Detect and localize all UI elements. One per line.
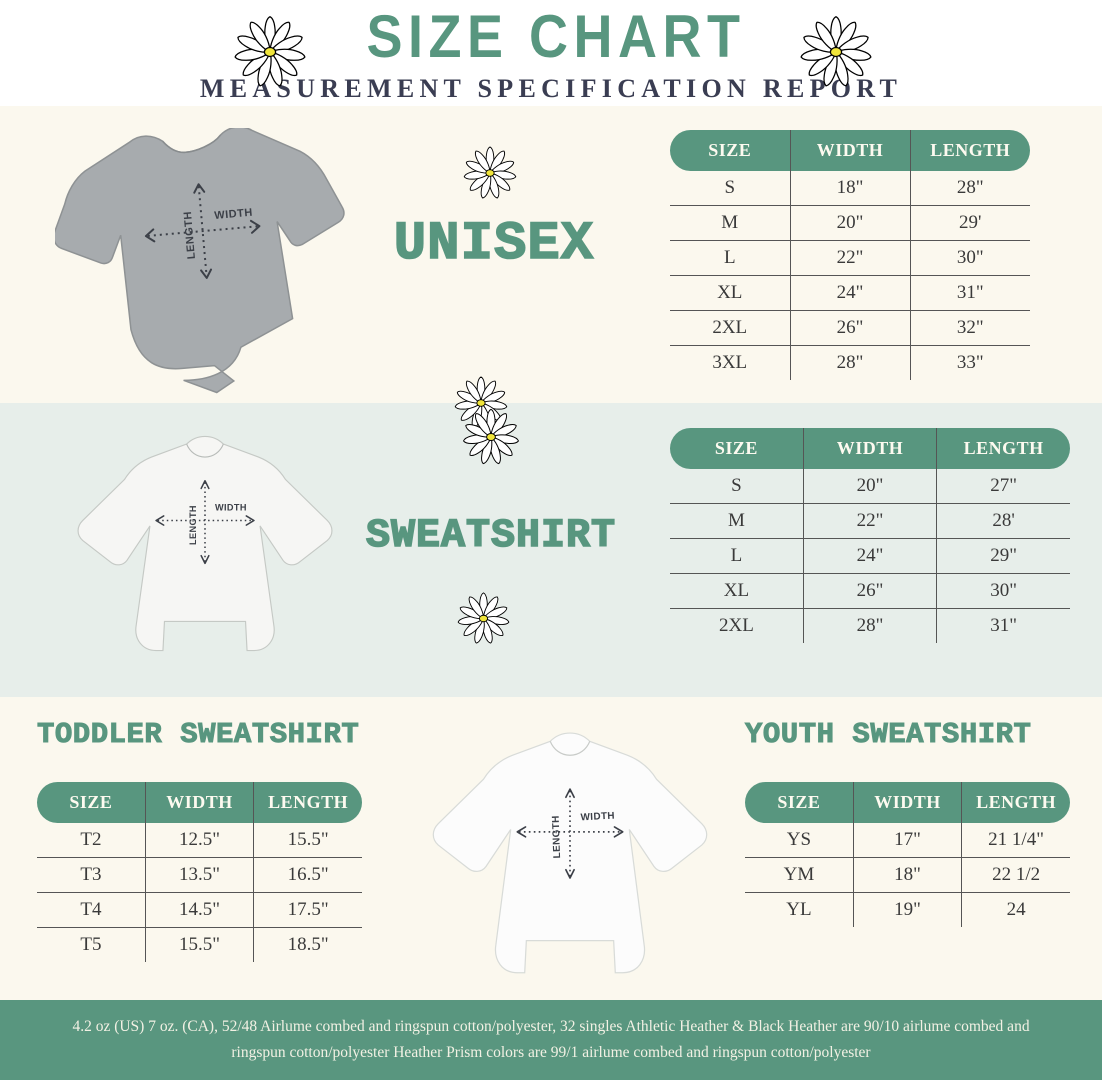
svg-text:LENGTH: LENGTH	[188, 505, 198, 545]
svg-text:WIDTH: WIDTH	[215, 503, 247, 513]
svg-text:WIDTH: WIDTH	[580, 811, 615, 824]
svg-text:LENGTH: LENGTH	[551, 815, 563, 858]
